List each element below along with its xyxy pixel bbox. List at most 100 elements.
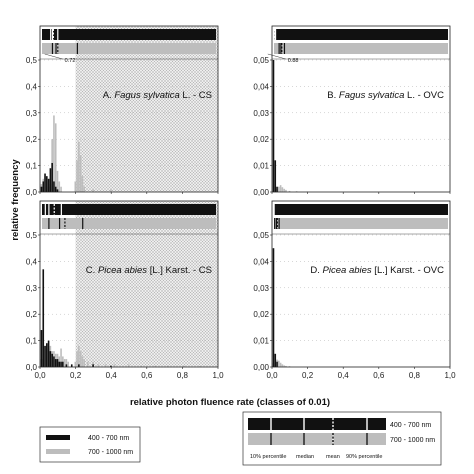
y-tick-label: 0,00 [253,363,269,372]
bar-400 [44,173,46,192]
y-tick-label: 0,5 [26,231,38,240]
bar-400 [49,351,52,367]
bar-700 [78,141,80,192]
bar-700 [110,189,112,192]
strip-400 [274,204,448,215]
y-tick-label: 0,03 [253,284,269,293]
legend-swatch-400 [46,435,70,440]
bar-400 [56,189,59,192]
legend-label-700: 700 - 1000 nm [88,449,133,456]
bar-700 [60,348,62,367]
y-tick-label: 0,2 [26,135,38,144]
y-axis-title: relative frequency [10,159,21,241]
strip-400 [42,204,216,215]
panel-frame [39,200,219,368]
y-tick-label: 0,2 [26,310,38,319]
panel-label-species: Fagus sylvatica [339,90,404,101]
y-tick-label: 0,01 [253,337,269,346]
bar-400 [47,178,50,192]
bar-400 [65,364,68,367]
strip-700 [42,43,216,54]
bar-400 [58,361,61,367]
bar-400 [49,168,52,192]
bar-400 [276,186,278,192]
panel-label-suffix: [L.] Karst. - CS [147,265,212,276]
panel-label-prefix: B. [327,90,339,101]
legend-bar-700 [248,433,386,445]
panel-label-suffix: [L.] Karst. - OVC [372,265,444,276]
bar-700 [81,176,84,192]
strip-400 [42,29,216,40]
y-tick-label: 0,04 [253,257,269,266]
legend-series-frame [39,426,141,463]
bar-700 [56,170,59,192]
x-tick-label: 0,0 [266,371,278,380]
panel-b: 0.88 0,00 0,01 0,02 0,03 0,04 0,05 B. Fagus syl… [253,25,451,197]
panel-frame [271,25,451,193]
bar-400 [42,269,45,367]
bar-700 [81,356,84,367]
y-tick-label: 0,05 [253,231,269,240]
x-tick-label: 0,8 [409,371,421,380]
bar-700 [183,365,185,367]
legend-stats-label-400: 400 - 700 nm [390,422,431,429]
bar-400 [51,162,53,192]
bar-700 [76,351,78,367]
y-tick-label: 0,03 [253,109,269,118]
y-tick-label: 0,0 [26,188,38,197]
bar-700 [288,190,291,192]
x-tick-label: 0,2 [70,371,82,380]
y-tick-label: 0,0 [26,363,38,372]
bar-400 [62,361,64,367]
bar-700 [140,365,142,367]
bar-700 [283,188,285,192]
bar-400 [272,60,275,192]
bar-700 [79,155,82,192]
bar-400 [40,330,43,367]
bar-700 [78,345,80,367]
annotation-leader [267,53,286,60]
panel-label-species: Fagus sylvatica [114,90,179,101]
bar-400 [53,356,55,367]
x-tick-label: 1,0 [444,371,456,380]
bar-700 [74,361,77,367]
annotation-label: 0.88 [288,58,299,64]
y-tick-label: 0,02 [253,310,269,319]
bar-700 [79,351,82,367]
x-tick-label: 0,4 [106,371,118,380]
y-tick-label: 0,3 [26,284,38,293]
bar-400 [53,181,55,192]
bar-700 [67,361,69,367]
panel-label-species: Picea abies [98,265,147,276]
panel-label-species: Picea abies [323,265,372,276]
x-tick-label: 0,6 [373,371,385,380]
bar-700 [54,123,57,192]
bar-400 [92,364,94,367]
panel-a: 0.72 0,0 0,1 0,2 0,3 0,4 0,5 A. Fagus sylvatica… [26,25,219,197]
y-tick-label: 0,3 [26,109,38,118]
bar-700 [154,365,157,367]
bar-700 [53,115,55,192]
panel-frame [271,200,451,368]
bar-700 [83,359,86,367]
x-tick-label: 0,4 [338,371,350,380]
legend-bar-400 [248,418,386,430]
annotation-label: 0.72 [65,58,76,64]
bar-700 [65,359,68,367]
bar-400 [42,181,45,192]
bar-700 [279,362,282,367]
legend-series: 400 - 700 nm 700 - 1000 nm [39,426,141,463]
legend-label-p90: 90% percentile [346,454,382,460]
bar-400 [46,176,48,192]
y-tick-label: 0,4 [26,82,38,91]
panel-d: 0,00 0,01 0,02 0,03 0,04 0,05 0,0 0,2 0,4 0,6 0,8 1… [253,200,456,380]
bar-400 [276,361,278,367]
bar-700 [86,361,89,367]
bar-400 [56,359,59,367]
bar-700 [167,365,169,367]
bar-400 [47,340,50,367]
strip-700 [274,218,448,229]
panel-c: 0,0 0,1 0,2 0,3 0,4 0,5 0,0 0,2 0,4 0,6 0,8 1,0 C. P… [26,200,224,380]
bar-400 [78,364,80,367]
